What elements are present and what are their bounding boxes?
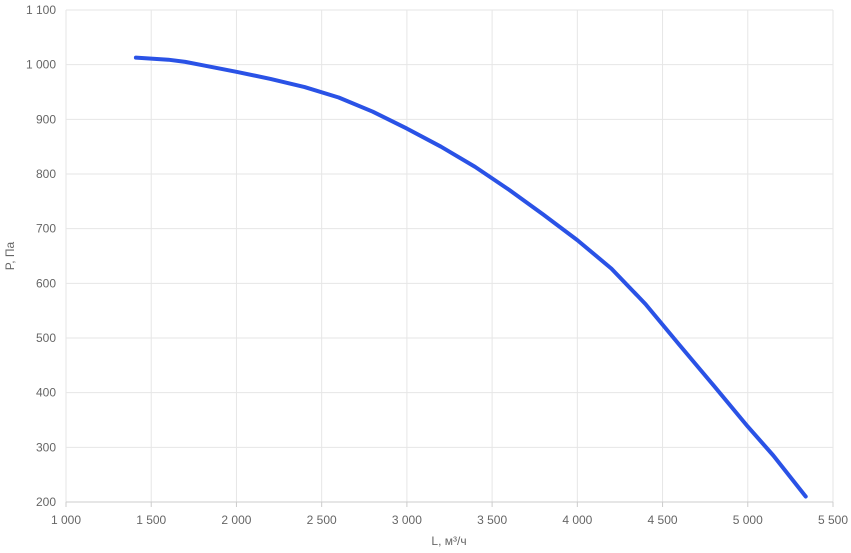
x-tick-label: 2 000 xyxy=(221,513,251,527)
y-tick-label: 1 000 xyxy=(26,58,56,72)
series-line xyxy=(133,55,808,499)
y-tick-label: 1 100 xyxy=(26,3,56,17)
y-tick-labels: 200 300 400 500 600 700 800 900 1 000 1 100 xyxy=(26,3,56,509)
x-tick-label: 4 000 xyxy=(562,513,592,527)
x-tick-label: 3 000 xyxy=(392,513,422,527)
y-tick-label: 300 xyxy=(36,440,56,454)
x-axis-title: L, м³/ч xyxy=(431,534,466,548)
x-tick-label: 3 500 xyxy=(477,513,507,527)
y-tick-label: 700 xyxy=(36,222,56,236)
y-tick-label: 800 xyxy=(36,167,56,181)
series-group xyxy=(133,55,808,499)
x-tick-labels: 1 000 1 500 2 000 2 500 3 000 3 500 4 000 4 500… xyxy=(51,513,848,527)
y-tick-label: 500 xyxy=(36,331,56,345)
x-tick-label: 2 500 xyxy=(307,513,337,527)
x-tick-label: 1 500 xyxy=(136,513,166,527)
y-tick-label: 200 xyxy=(36,495,56,509)
x-tick-label: 4 500 xyxy=(648,513,678,527)
x-tick-label: 5 000 xyxy=(733,513,763,527)
x-tick-label: 5 500 xyxy=(818,513,848,527)
y-tick-label: 900 xyxy=(36,112,56,126)
y-tick-label: 400 xyxy=(36,386,56,400)
y-tick-label: 600 xyxy=(36,276,56,290)
x-tick-label: 1 000 xyxy=(51,513,81,527)
y-axis-title: P, Па xyxy=(3,241,17,270)
grid xyxy=(65,9,834,503)
axes xyxy=(65,501,834,507)
